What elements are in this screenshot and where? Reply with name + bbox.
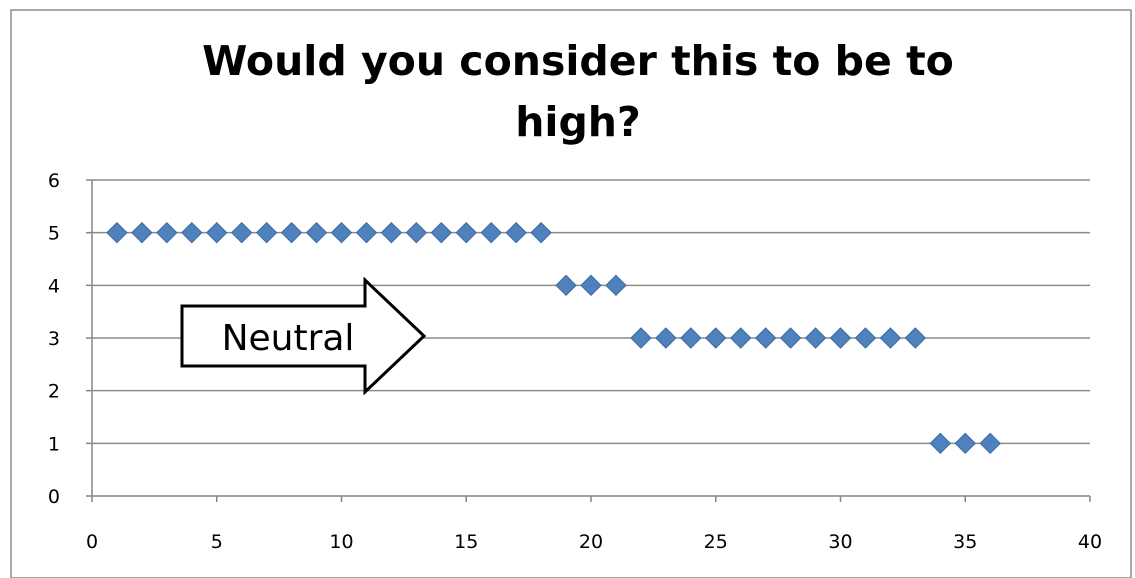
chart-title-line-1: Would you consider this to be to: [202, 37, 954, 85]
data-point-28: [779, 327, 802, 349]
data-point-2: [131, 221, 153, 244]
x-tick-label-30: 30: [828, 531, 852, 553]
data-point-12: [380, 221, 403, 244]
data-point-22: [630, 327, 652, 349]
data-point-18: [530, 221, 552, 244]
data-point-4: [181, 221, 203, 244]
data-point-27: [754, 327, 777, 349]
data-point-21: [605, 274, 627, 297]
axes: [86, 179, 1091, 502]
data-point-10: [330, 221, 353, 244]
x-tick-label-20: 20: [579, 531, 603, 553]
x-tick-label-10: 10: [329, 531, 353, 553]
y-tick-label-6: 6: [48, 170, 60, 192]
data-point-13: [405, 221, 428, 244]
data-point-1: [106, 221, 128, 244]
data-point-3: [156, 221, 178, 244]
data-point-6: [230, 221, 253, 244]
y-tick-label-3: 3: [48, 328, 60, 350]
y-tick-label-0: 0: [48, 486, 60, 508]
data-point-32: [879, 327, 902, 349]
data-point-17: [505, 221, 527, 244]
data-point-9: [305, 221, 328, 244]
data-point-31: [854, 327, 877, 349]
data-point-8: [280, 221, 303, 244]
data-point-30: [829, 327, 852, 349]
data-point-34: [929, 432, 952, 455]
y-tick-label-4: 4: [48, 275, 60, 297]
x-tick-label-5: 5: [211, 531, 223, 553]
x-tick-label-25: 25: [704, 531, 728, 553]
x-tick-label-15: 15: [454, 531, 478, 553]
y-tick-label-2: 2: [48, 381, 60, 403]
chart-title-line-2: high?: [515, 98, 641, 146]
data-point-33: [904, 327, 927, 349]
data-point-36: [979, 432, 1001, 455]
data-point-29: [804, 327, 827, 349]
y-tick-label-5: 5: [48, 223, 60, 245]
data-point-15: [455, 221, 477, 244]
data-point-11: [355, 221, 378, 244]
x-tick-label-35: 35: [953, 531, 977, 553]
data-point-16: [480, 221, 502, 244]
data-point-7: [255, 221, 278, 244]
data-point-20: [580, 274, 602, 297]
right-arrow-shape: [180, 276, 427, 396]
data-point-14: [430, 221, 453, 244]
data-points: [106, 221, 1001, 455]
data-point-23: [655, 327, 677, 349]
data-point-25: [705, 327, 727, 349]
data-point-19: [555, 274, 577, 297]
x-tick-label-40: 40: [1078, 531, 1102, 553]
chart-frame-border: [10, 9, 1132, 578]
data-point-26: [729, 327, 752, 349]
x-tick-label-0: 0: [86, 531, 98, 553]
neutral-annotation: Neutral: [180, 276, 427, 396]
data-point-24: [680, 327, 702, 349]
y-tick-label-1: 1: [48, 433, 60, 455]
tick-labels: 0 1 2 3 4 5 6 0 5 10 15 20 25 30 35 40: [48, 170, 1102, 553]
data-point-5: [206, 221, 228, 244]
arrow-label: Neutral: [222, 318, 355, 359]
data-point-35: [954, 432, 976, 455]
